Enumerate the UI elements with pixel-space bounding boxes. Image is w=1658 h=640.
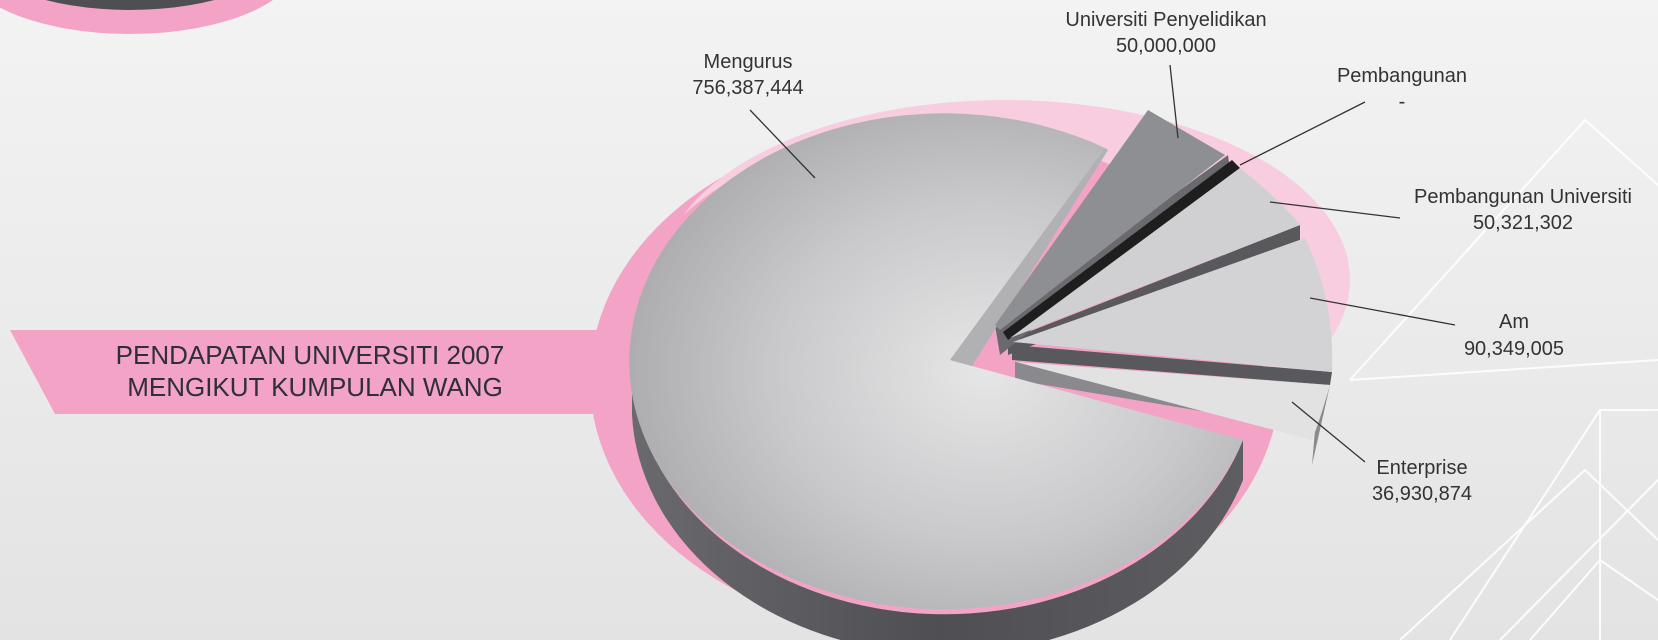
slice-mengurus	[629, 113, 1243, 610]
top-left-decoration	[0, 0, 273, 34]
leader-line-pembangunan	[1239, 101, 1366, 166]
leader-line-enterprise	[1291, 401, 1366, 463]
slice-am	[1013, 238, 1333, 372]
banner-title-line-2: MENGIKUT KUMPULAN WANG	[127, 372, 503, 402]
label-name-universiti-penyelidikan: Universiti Penyelidikan	[1065, 9, 1266, 31]
leader-line-universiti-penyelidikan	[1169, 64, 1179, 139]
label-name-mengurus: Mengurus	[704, 51, 793, 73]
label-value-am: 90,349,005	[1464, 338, 1564, 360]
label-value-enterprise: 36,930,874	[1372, 483, 1472, 505]
leader-line-am	[1309, 297, 1456, 326]
slice-pembangunan	[1003, 160, 1240, 340]
label-name-pembangunan: Pembangunan	[1337, 65, 1467, 87]
label-name-enterprise: Enterprise	[1376, 457, 1467, 479]
label-value-pembangunan-universiti: 50,321,302	[1473, 212, 1573, 234]
label-name-am: Am	[1499, 311, 1529, 333]
label-name-pembangunan-universiti: Pembangunan Universiti	[1414, 186, 1632, 208]
label-value-pembangunan: -	[1399, 91, 1406, 113]
slice-universiti-penyelidikan	[995, 110, 1225, 330]
leader-line-mengurus	[749, 109, 816, 179]
decorative-lines	[1349, 118, 1658, 640]
slice-pembangunan-universiti	[1010, 168, 1300, 338]
slice-labels: Mengurus 756,387,444 Universiti Penyelid…	[692, 9, 1632, 505]
leader-line-pembangunan-universiti	[1269, 201, 1401, 219]
slice-mengurus-edge	[950, 148, 1108, 366]
title-banner: PENDAPATAN UNIVERSITI 2007 MENGIKUT KUMP…	[10, 330, 640, 414]
slice-enterprise	[1016, 362, 1330, 440]
leader-lines	[749, 64, 1456, 463]
slice-side-am	[1012, 345, 1332, 385]
label-value-universiti-penyelidikan: 50,000,000	[1116, 35, 1216, 57]
label-value-mengurus: 756,387,444	[692, 77, 803, 99]
banner-title-line-1: PENDAPATAN UNIVERSITI 2007	[116, 340, 505, 370]
